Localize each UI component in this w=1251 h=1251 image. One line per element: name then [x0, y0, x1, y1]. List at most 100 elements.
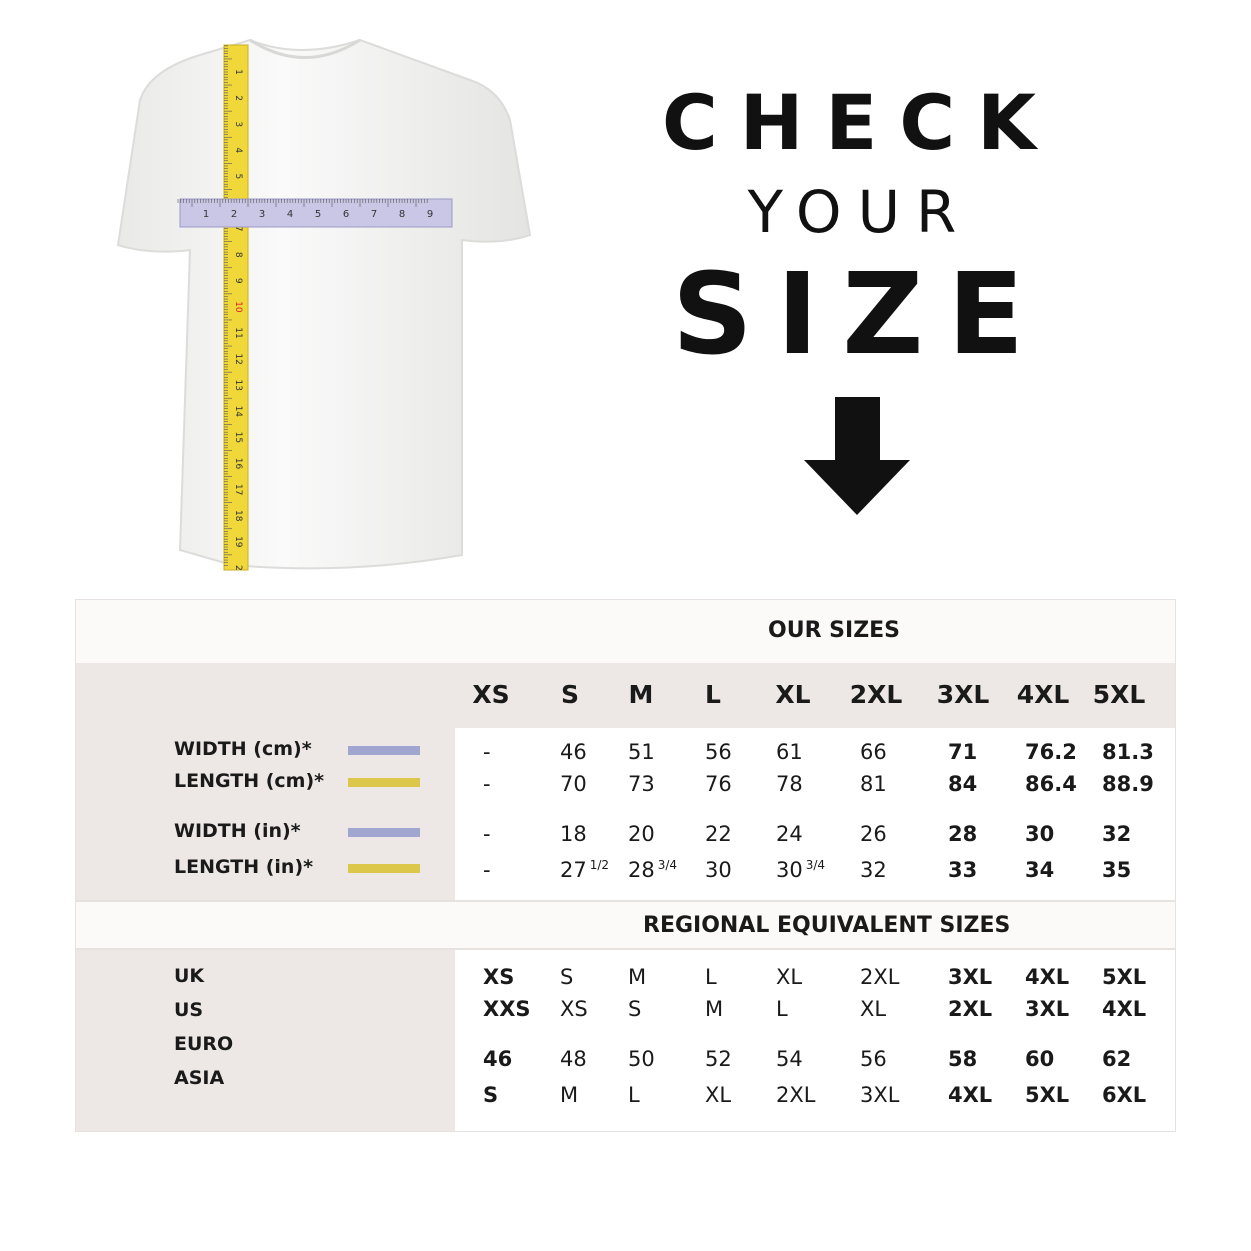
size-header-4xl: 4XL: [1016, 680, 1070, 709]
size-header-2xl: 2XL: [849, 680, 903, 709]
table-cell: 30: [1025, 822, 1055, 846]
regional-cell: M: [628, 965, 647, 989]
fraction: 3/4: [657, 858, 678, 872]
table-cell: 35: [1102, 858, 1132, 882]
table-cell: 76.2: [1025, 740, 1077, 764]
table-cell: 27 1/2: [560, 858, 610, 882]
tape-number: 1: [203, 209, 209, 220]
table-cell: 32: [1102, 822, 1132, 846]
size-header-s: S: [560, 680, 580, 709]
table-cell: 24: [776, 822, 803, 846]
regional-cell: 50: [628, 1047, 655, 1071]
regional-cell: S: [628, 997, 642, 1021]
tape-number: 14: [233, 406, 243, 418]
regional-cell: 60: [1025, 1047, 1055, 1071]
tape-number: 4: [233, 147, 243, 153]
tape-number: 1: [233, 69, 243, 75]
vertical-measuring-tape: 123456789101112131415161718192: [223, 44, 249, 571]
regional-cell: 3XL: [948, 965, 993, 989]
regional-cell: 48: [560, 1047, 587, 1071]
regional-cell: 4XL: [948, 1083, 993, 1107]
width-swatch: [348, 828, 420, 837]
length-swatch: [348, 778, 420, 787]
region-label-us: US: [174, 999, 204, 1021]
table-cell: 88.9: [1102, 772, 1154, 796]
table-cell: -: [483, 772, 491, 796]
table-cell: 20: [628, 822, 655, 846]
regional-cell: M: [560, 1083, 579, 1107]
tape-number: 2: [233, 95, 243, 101]
tape-number: 3: [233, 121, 243, 127]
row-label: LENGTH (cm)*: [174, 770, 325, 792]
size-header-xs: XS: [472, 680, 510, 709]
tape-number: 8: [399, 209, 405, 220]
table-cell: 30: [705, 858, 732, 882]
table-cell: -: [483, 740, 491, 764]
regional-cell: XL: [705, 1083, 732, 1107]
regional-cell: M: [705, 997, 724, 1021]
regional-cell: L: [776, 997, 788, 1021]
regional-cell: S: [560, 965, 574, 989]
regional-cell: XS: [560, 997, 588, 1021]
table-cell: 66: [860, 740, 887, 764]
regional-cell: 3XL: [1025, 997, 1070, 1021]
tape-number: 8: [233, 252, 243, 258]
tape-number: 15: [233, 432, 243, 443]
tape-number: 10: [233, 301, 243, 313]
tape-number: 16: [233, 458, 243, 470]
regional-cell: 2XL: [776, 1083, 816, 1107]
table-cell: 28: [948, 822, 978, 846]
table-cell: 84: [948, 772, 978, 796]
regional-cell: 46: [483, 1047, 513, 1071]
tape-number: 19: [233, 536, 243, 548]
size-table: [75, 599, 1176, 1132]
tshirt-shape: [116, 38, 532, 570]
table-cell: 81.3: [1102, 740, 1154, 764]
regional-cell: XS: [483, 965, 515, 989]
fraction: 3/4: [805, 858, 826, 872]
regional-cell: 4XL: [1102, 997, 1147, 1021]
table-cell: 61: [776, 740, 803, 764]
regional-cell: 6XL: [1102, 1083, 1147, 1107]
tape-number: 17: [233, 484, 243, 495]
table-cell: 33: [948, 858, 978, 882]
regional-cell: L: [628, 1083, 640, 1107]
tape-number: 3: [259, 209, 265, 220]
tape-number: 7: [233, 226, 243, 232]
horizontal-measuring-tape: 1 2 3 4 5 6 7 8 9: [177, 198, 453, 228]
regional-cell: 56: [860, 1047, 887, 1071]
regional-cell: L: [705, 965, 717, 989]
tape-number: 13: [233, 379, 243, 390]
row-label: WIDTH (in)*: [174, 820, 301, 842]
regional-cell: 58: [948, 1047, 978, 1071]
size-header-l: L: [705, 680, 721, 709]
region-label-asia: ASIA: [174, 1067, 225, 1089]
table-cell: 51: [628, 740, 655, 764]
tape-number: 7: [371, 209, 377, 220]
our-sizes-title: OUR SIZES: [768, 618, 901, 643]
tape-number: 2: [231, 209, 237, 220]
table-cell: 81: [860, 772, 887, 796]
regional-cell: 62: [1102, 1047, 1132, 1071]
tape-number: 5: [233, 174, 243, 180]
tape-number: 6: [343, 209, 349, 220]
tape-number: 9: [233, 278, 243, 284]
table-cell: 71: [948, 740, 978, 764]
width-swatch: [348, 746, 420, 755]
size-header-3xl: 3XL: [936, 680, 990, 709]
table-cell: 22: [705, 822, 732, 846]
regional-cell: S: [483, 1083, 499, 1107]
length-swatch: [348, 864, 420, 873]
table-cell: 70: [560, 772, 587, 796]
regional-title: REGIONAL EQUIVALENT SIZES: [643, 913, 1011, 938]
size-header-5xl: 5XL: [1092, 680, 1146, 709]
table-cell: 34: [1025, 858, 1055, 882]
row-label: LENGTH (in)*: [174, 856, 314, 878]
arrow-down-icon: [804, 397, 910, 515]
size-header-m: M: [628, 680, 654, 709]
tape-number: 12: [233, 353, 243, 364]
regional-cell: 5XL: [1102, 965, 1147, 989]
regional-cell: 4XL: [1025, 965, 1070, 989]
tape-number: 9: [427, 209, 433, 220]
table-cell: 86.4: [1025, 772, 1077, 796]
